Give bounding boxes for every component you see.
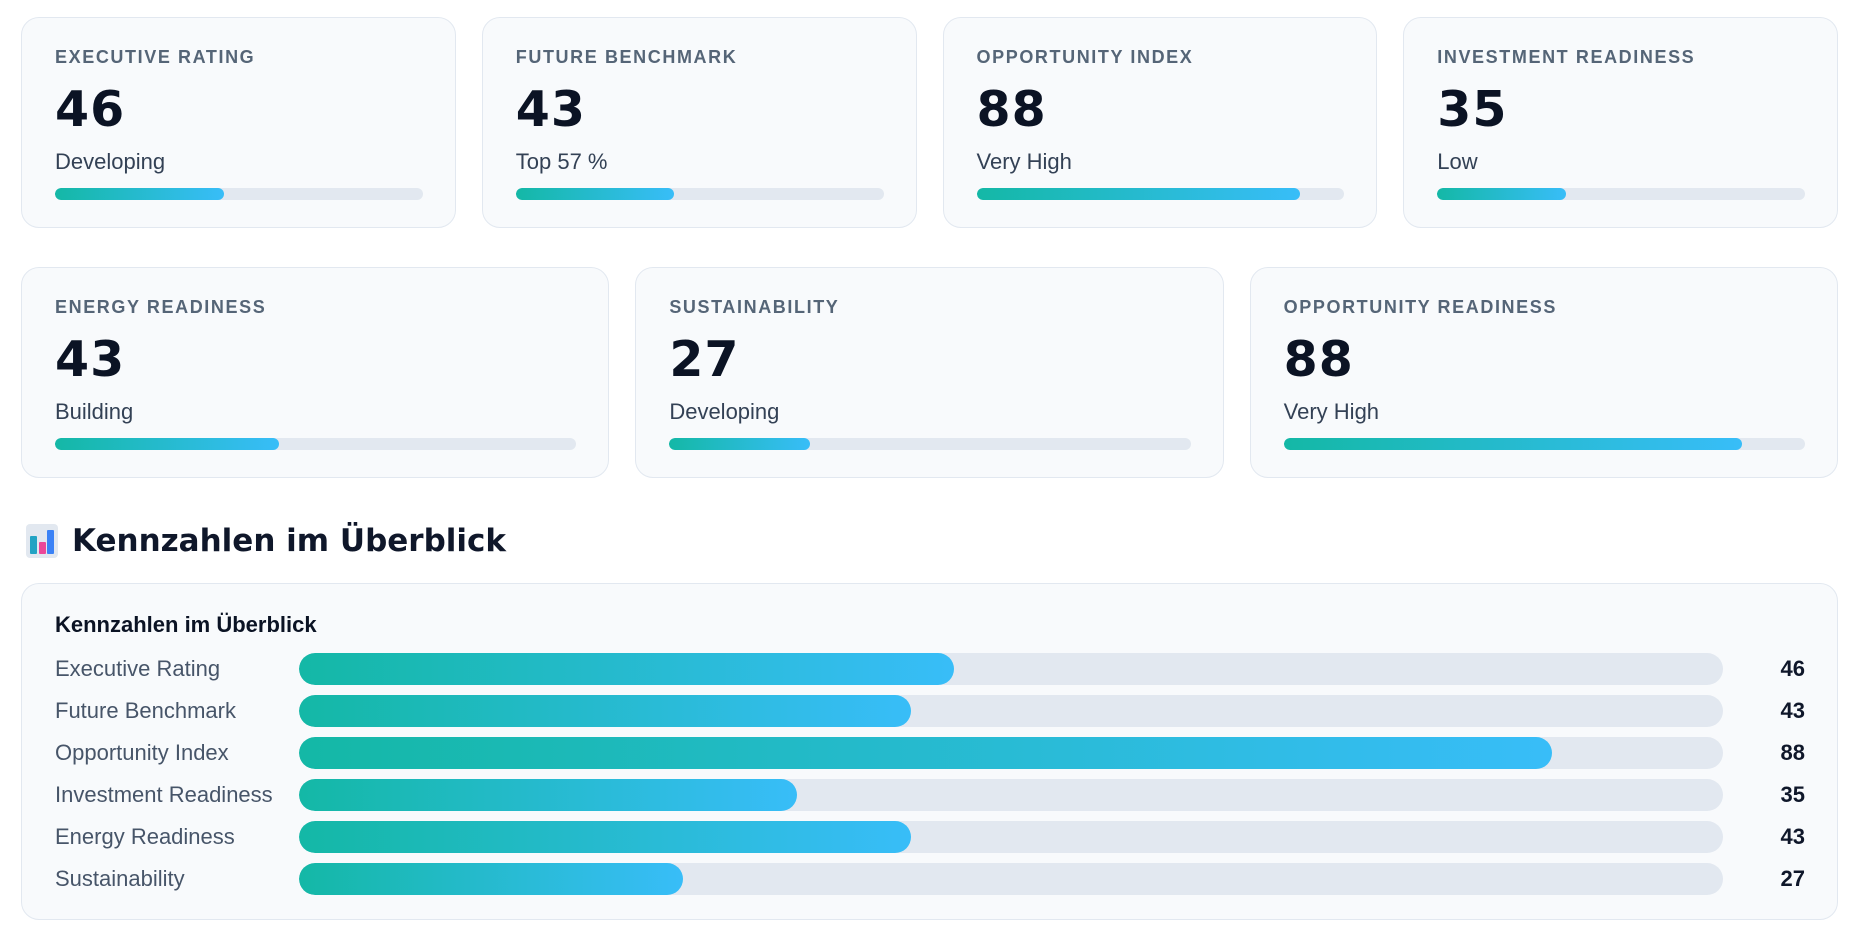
bar-label: Energy Readiness — [55, 824, 235, 849]
bar-track — [298, 653, 1724, 685]
kpi-progress-fill — [1437, 188, 1566, 200]
kpi-progress-fill — [669, 438, 811, 450]
kpi-status: Very High — [976, 149, 1072, 174]
kpi-label: SUSTAINABILITY — [669, 297, 840, 317]
bar-fill — [298, 737, 1553, 769]
bar-fill — [298, 695, 912, 727]
kpi-progress-fill — [515, 188, 674, 200]
kpi-card-energy-readiness: ENERGY READINESS 43 Building — [21, 267, 610, 478]
kpi-card-executive-rating: EXECUTIVE RATING 46 Developing — [21, 17, 456, 228]
overview-bar-list: Executive Rating 46 Future Benchmark 43 … — [55, 648, 1805, 900]
kpi-value: 43 — [515, 81, 586, 138]
kpi-value: 88 — [976, 81, 1047, 138]
kpi-status: Developing — [55, 149, 166, 174]
bar-fill — [298, 863, 684, 895]
bar-value: 43 — [1780, 824, 1805, 849]
bar-label: Future Benchmark — [55, 698, 236, 723]
kpi-progress-fill — [1283, 438, 1743, 450]
kpi-status: Building — [55, 399, 134, 424]
kpi-progress-track — [515, 188, 884, 200]
bar-track — [298, 737, 1724, 769]
bar-row-investment-readiness: Investment Readiness 35 — [55, 774, 1805, 816]
kpi-row-top: EXECUTIVE RATING 46 Developing FUTURE BE… — [21, 17, 1838, 228]
bar-label: Opportunity Index — [55, 740, 229, 765]
bar-label: Investment Readiness — [55, 782, 273, 807]
bar-track — [298, 863, 1724, 895]
bar-track — [298, 695, 1724, 727]
kpi-progress-track — [976, 188, 1345, 200]
bar-value: 46 — [1780, 656, 1805, 681]
kpi-value: 46 — [55, 81, 126, 138]
bar-value: 43 — [1780, 698, 1805, 723]
section-heading: Kennzahlen im Überblick — [26, 521, 506, 561]
kpi-progress-fill — [976, 188, 1301, 200]
kpi-status: Top 57 % — [515, 149, 608, 174]
kpi-card-sustainability: SUSTAINABILITY 27 Developing — [635, 267, 1224, 478]
kpi-progress-fill — [55, 438, 280, 450]
kpi-label: ENERGY READINESS — [55, 297, 267, 317]
bar-chart-icon — [26, 524, 58, 558]
kpi-status: Developing — [669, 399, 780, 424]
kpi-card-future-benchmark: FUTURE BENCHMARK 43 Top 57 % — [481, 17, 917, 228]
bar-label: Executive Rating — [55, 656, 221, 681]
kpi-progress-track — [1437, 188, 1805, 200]
kpi-label: OPPORTUNITY INDEX — [976, 47, 1194, 67]
kpi-progress-track — [1283, 438, 1805, 450]
kpi-value: 43 — [55, 331, 126, 388]
kpi-progress-track — [55, 188, 423, 200]
section-title: Kennzahlen im Überblick — [72, 523, 507, 559]
kpi-value: 27 — [669, 331, 740, 388]
kpi-value: 88 — [1283, 331, 1354, 388]
kpi-card-investment-readiness: INVESTMENT READINESS 35 Low — [1403, 17, 1838, 228]
bar-label: Sustainability — [55, 866, 185, 891]
bar-track — [298, 821, 1724, 853]
kpi-status: Very High — [1283, 399, 1380, 424]
bar-row-future-benchmark: Future Benchmark 43 — [55, 690, 1805, 732]
kpi-progress-track — [669, 438, 1191, 450]
bar-row-executive-rating: Executive Rating 46 — [55, 648, 1805, 690]
bar-value: 35 — [1780, 782, 1805, 807]
kpi-value: 35 — [1437, 81, 1508, 138]
bar-row-opportunity-index: Opportunity Index 88 — [55, 732, 1805, 774]
kpi-progress-track — [55, 438, 577, 450]
overview-chart-card: Kennzahlen im Überblick Executive Rating… — [21, 583, 1838, 920]
bar-track — [298, 779, 1724, 811]
bar-row-sustainability: Sustainability 27 — [55, 858, 1805, 900]
bar-fill — [298, 779, 798, 811]
kpi-progress-fill — [55, 188, 225, 200]
kpi-status: Low — [1437, 149, 1478, 174]
kpi-label: INVESTMENT READINESS — [1437, 47, 1696, 67]
kpi-row-bottom: ENERGY READINESS 43 Building SUSTAINABIL… — [21, 267, 1838, 478]
bar-fill — [298, 653, 954, 685]
kpi-card-opportunity-index: OPPORTUNITY INDEX 88 Very High — [942, 17, 1378, 228]
kpi-card-opportunity-readiness: OPPORTUNITY READINESS 88 Very High — [1249, 267, 1838, 478]
bar-value: 88 — [1780, 740, 1805, 765]
kpi-label: FUTURE BENCHMARK — [515, 47, 738, 67]
bar-row-energy-readiness: Energy Readiness 43 — [55, 816, 1805, 858]
kpi-label: OPPORTUNITY READINESS — [1283, 297, 1557, 317]
kpi-label: EXECUTIVE RATING — [55, 47, 256, 67]
chart-title: Kennzahlen im Überblick — [55, 612, 317, 637]
bar-fill — [298, 821, 912, 853]
bar-value: 27 — [1780, 866, 1805, 891]
